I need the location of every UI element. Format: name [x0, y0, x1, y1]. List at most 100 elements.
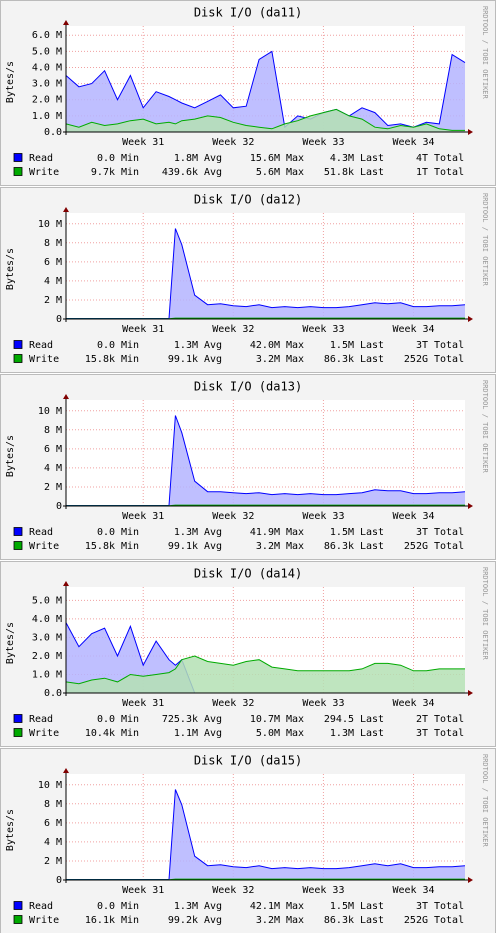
legend-stat-label: Max — [286, 153, 304, 164]
legend-stat: 1.3M — [174, 901, 198, 912]
legend-stat-label: Max — [286, 728, 304, 739]
y-axis-label: Bytes/s — [5, 61, 16, 103]
y-tick-label: 5.0 M — [32, 46, 62, 57]
legend-stat: 2T — [416, 714, 428, 725]
y-axis-arrow — [63, 20, 69, 25]
x-tick-label: Week 31 — [122, 324, 164, 335]
x-tick-label: Week 33 — [302, 698, 344, 709]
legend-stat-label: Min — [121, 354, 139, 365]
legend-stat: 15.8k — [85, 541, 115, 552]
legend-stat: 41.9M — [250, 527, 280, 538]
legend-stat: 3.2M — [256, 541, 280, 552]
legend-stat-label: Avg — [204, 915, 222, 926]
legend-stat-label: Last — [360, 541, 384, 552]
legend-stat: 3T — [416, 527, 428, 538]
legend-stat: 10.4k — [85, 728, 115, 739]
x-tick-label: Week 32 — [212, 324, 254, 335]
legend-stat-label: Last — [360, 901, 384, 912]
chart-title: Disk I/O (da11) — [194, 6, 302, 20]
y-axis-arrow — [63, 394, 69, 399]
legend-stat: 4.3M — [330, 153, 354, 164]
legend-stat: 0.0 — [97, 901, 115, 912]
legend-stat: 10.7M — [250, 714, 280, 725]
y-tick-label: 5.0 M — [32, 595, 62, 606]
legend-stat: 3T — [416, 340, 428, 351]
x-axis-arrow — [468, 877, 473, 883]
legend-stat: 1.5M — [330, 901, 354, 912]
y-tick-label: 1.0 M — [32, 669, 62, 680]
y-axis-arrow — [63, 207, 69, 212]
legend-stat-label: Max — [286, 527, 304, 538]
x-tick-label: Week 32 — [212, 137, 254, 148]
legend-stat-label: Max — [286, 541, 304, 552]
legend-stat: 5.0M — [256, 728, 280, 739]
legend-stat: 86.3k — [324, 915, 354, 926]
x-tick-label: Week 32 — [212, 698, 254, 709]
legend-stat: 3T — [416, 728, 428, 739]
legend-stat-label: Min — [121, 527, 139, 538]
y-tick-label: 6 M — [44, 257, 62, 268]
legend-stat-label: Last — [360, 354, 384, 365]
y-tick-label: 6 M — [44, 444, 62, 455]
legend-stat-label: Min — [121, 153, 139, 164]
legend-label: Read — [29, 340, 53, 351]
x-tick-label: Week 31 — [122, 885, 164, 896]
y-tick-label: 0 — [56, 314, 62, 325]
x-axis-arrow — [468, 316, 473, 322]
x-tick-label: Week 33 — [302, 511, 344, 522]
legend-label: Write — [29, 915, 59, 926]
area-fill — [66, 656, 465, 693]
y-tick-label: 4.0 M — [32, 62, 62, 73]
legend-label: Write — [29, 728, 59, 739]
legend-stat-label: Last — [360, 340, 384, 351]
y-tick-label: 4 M — [44, 276, 62, 287]
x-tick-label: Week 31 — [122, 137, 164, 148]
series-line — [65, 50, 466, 129]
area-fill — [66, 789, 465, 880]
legend-stat-label: Total — [434, 354, 464, 365]
legend-label: Read — [29, 153, 53, 164]
chart-panel: Disk I/O (da14) RRDTOOL / TOBI OETIKER Byt… — [0, 561, 496, 747]
x-tick-label: Week 33 — [302, 885, 344, 896]
chart-title: Disk I/O (da13) — [194, 380, 302, 394]
legend-stat: 86.3k — [324, 354, 354, 365]
legend-label: Read — [29, 527, 53, 538]
x-tick-label: Week 33 — [302, 324, 344, 335]
y-tick-label: 2 M — [44, 856, 62, 867]
legend-label: Read — [29, 901, 53, 912]
legend-stat: 86.3k — [324, 541, 354, 552]
y-tick-label: 8 M — [44, 425, 62, 436]
y-tick-label: 1.0 M — [32, 111, 62, 122]
y-tick-label: 10 M — [38, 219, 62, 230]
legend-stat-label: Last — [360, 728, 384, 739]
chart-title: Disk I/O (da12) — [194, 193, 302, 207]
x-tick-label: Week 34 — [392, 511, 434, 522]
legend-stat: 3.2M — [256, 354, 280, 365]
chart-title: Disk I/O (da14) — [194, 567, 302, 581]
legend-stat-label: Total — [434, 714, 464, 725]
legend-stat: 1.3M — [174, 527, 198, 538]
plot-bg — [66, 400, 465, 506]
legend-swatch — [13, 167, 23, 176]
plot-bg — [66, 774, 465, 880]
watermark: RRDTOOL / TOBI OETIKER — [481, 567, 489, 661]
series-line — [65, 655, 465, 685]
y-tick-label: 8 M — [44, 238, 62, 249]
y-tick-label: 2.0 M — [32, 95, 62, 106]
watermark: RRDTOOL / TOBI OETIKER — [481, 6, 489, 100]
watermark: RRDTOOL / TOBI OETIKER — [481, 754, 489, 848]
x-tick-label: Week 34 — [392, 324, 434, 335]
legend-stat-label: Total — [434, 527, 464, 538]
legend-stat: 1.5M — [330, 340, 354, 351]
legend-stat-label: Avg — [204, 714, 222, 725]
y-axis-arrow — [63, 581, 69, 586]
legend-stat-label: Min — [121, 901, 139, 912]
watermark: RRDTOOL / TOBI OETIKER — [481, 380, 489, 474]
legend-swatch — [13, 714, 23, 723]
legend-stat: 42.0M — [250, 340, 280, 351]
y-tick-label: 4.0 M — [32, 614, 62, 625]
y-tick-label: 0 — [56, 501, 62, 512]
legend-stat: 725.3k — [162, 714, 198, 725]
x-tick-label: Week 34 — [392, 137, 434, 148]
legend-stat-label: Min — [121, 340, 139, 351]
